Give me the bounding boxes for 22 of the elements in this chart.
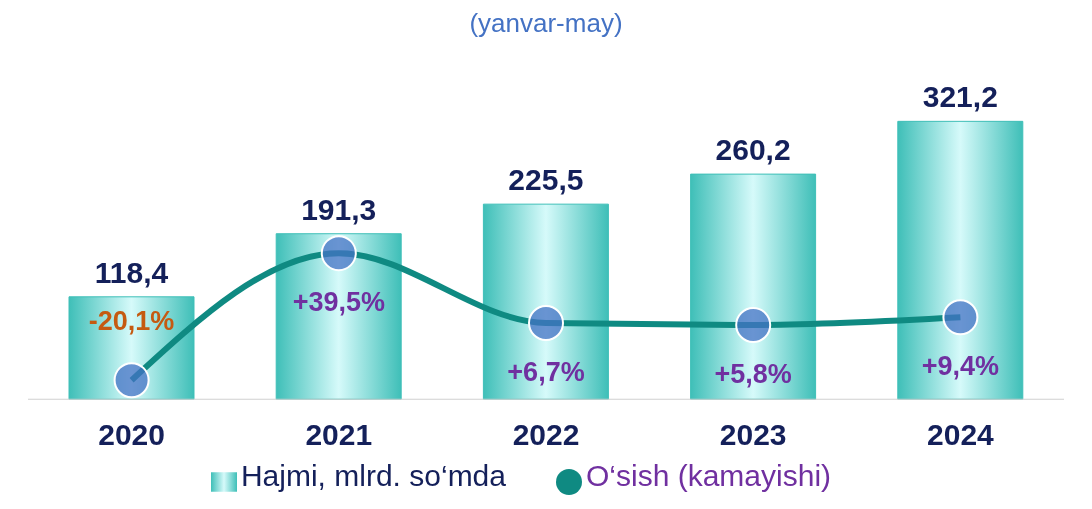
data-label: 260,2: [715, 133, 791, 167]
data-label: -20,1%: [88, 306, 175, 337]
data-label: 225,5: [508, 163, 584, 197]
x-tick-label: 2023: [719, 417, 787, 451]
data-label: +39,5%: [292, 287, 385, 318]
bar: [690, 173, 817, 400]
x-tick-label: 2021: [305, 417, 373, 451]
x-tick-label: 2024: [927, 417, 995, 451]
bar: [897, 120, 1024, 400]
bar: [275, 233, 402, 400]
data-label: +5,8%: [714, 358, 792, 389]
legend-label: O‘sish (kamayishi): [586, 459, 832, 493]
legend-label: Hajmi, mlrd. so‘mda: [240, 459, 506, 493]
data-label: 321,2: [922, 80, 998, 114]
data-label: 118,4: [94, 255, 169, 289]
chart-title: (yanvar-may): [468, 8, 624, 38]
data-label: +9,4%: [921, 351, 1000, 382]
data-label: +6,7%: [507, 357, 585, 388]
x-tick-label: 2022: [512, 417, 580, 451]
bar: [482, 203, 609, 400]
data-label: 191,3: [301, 192, 377, 226]
x-tick-label: 2020: [98, 417, 165, 451]
